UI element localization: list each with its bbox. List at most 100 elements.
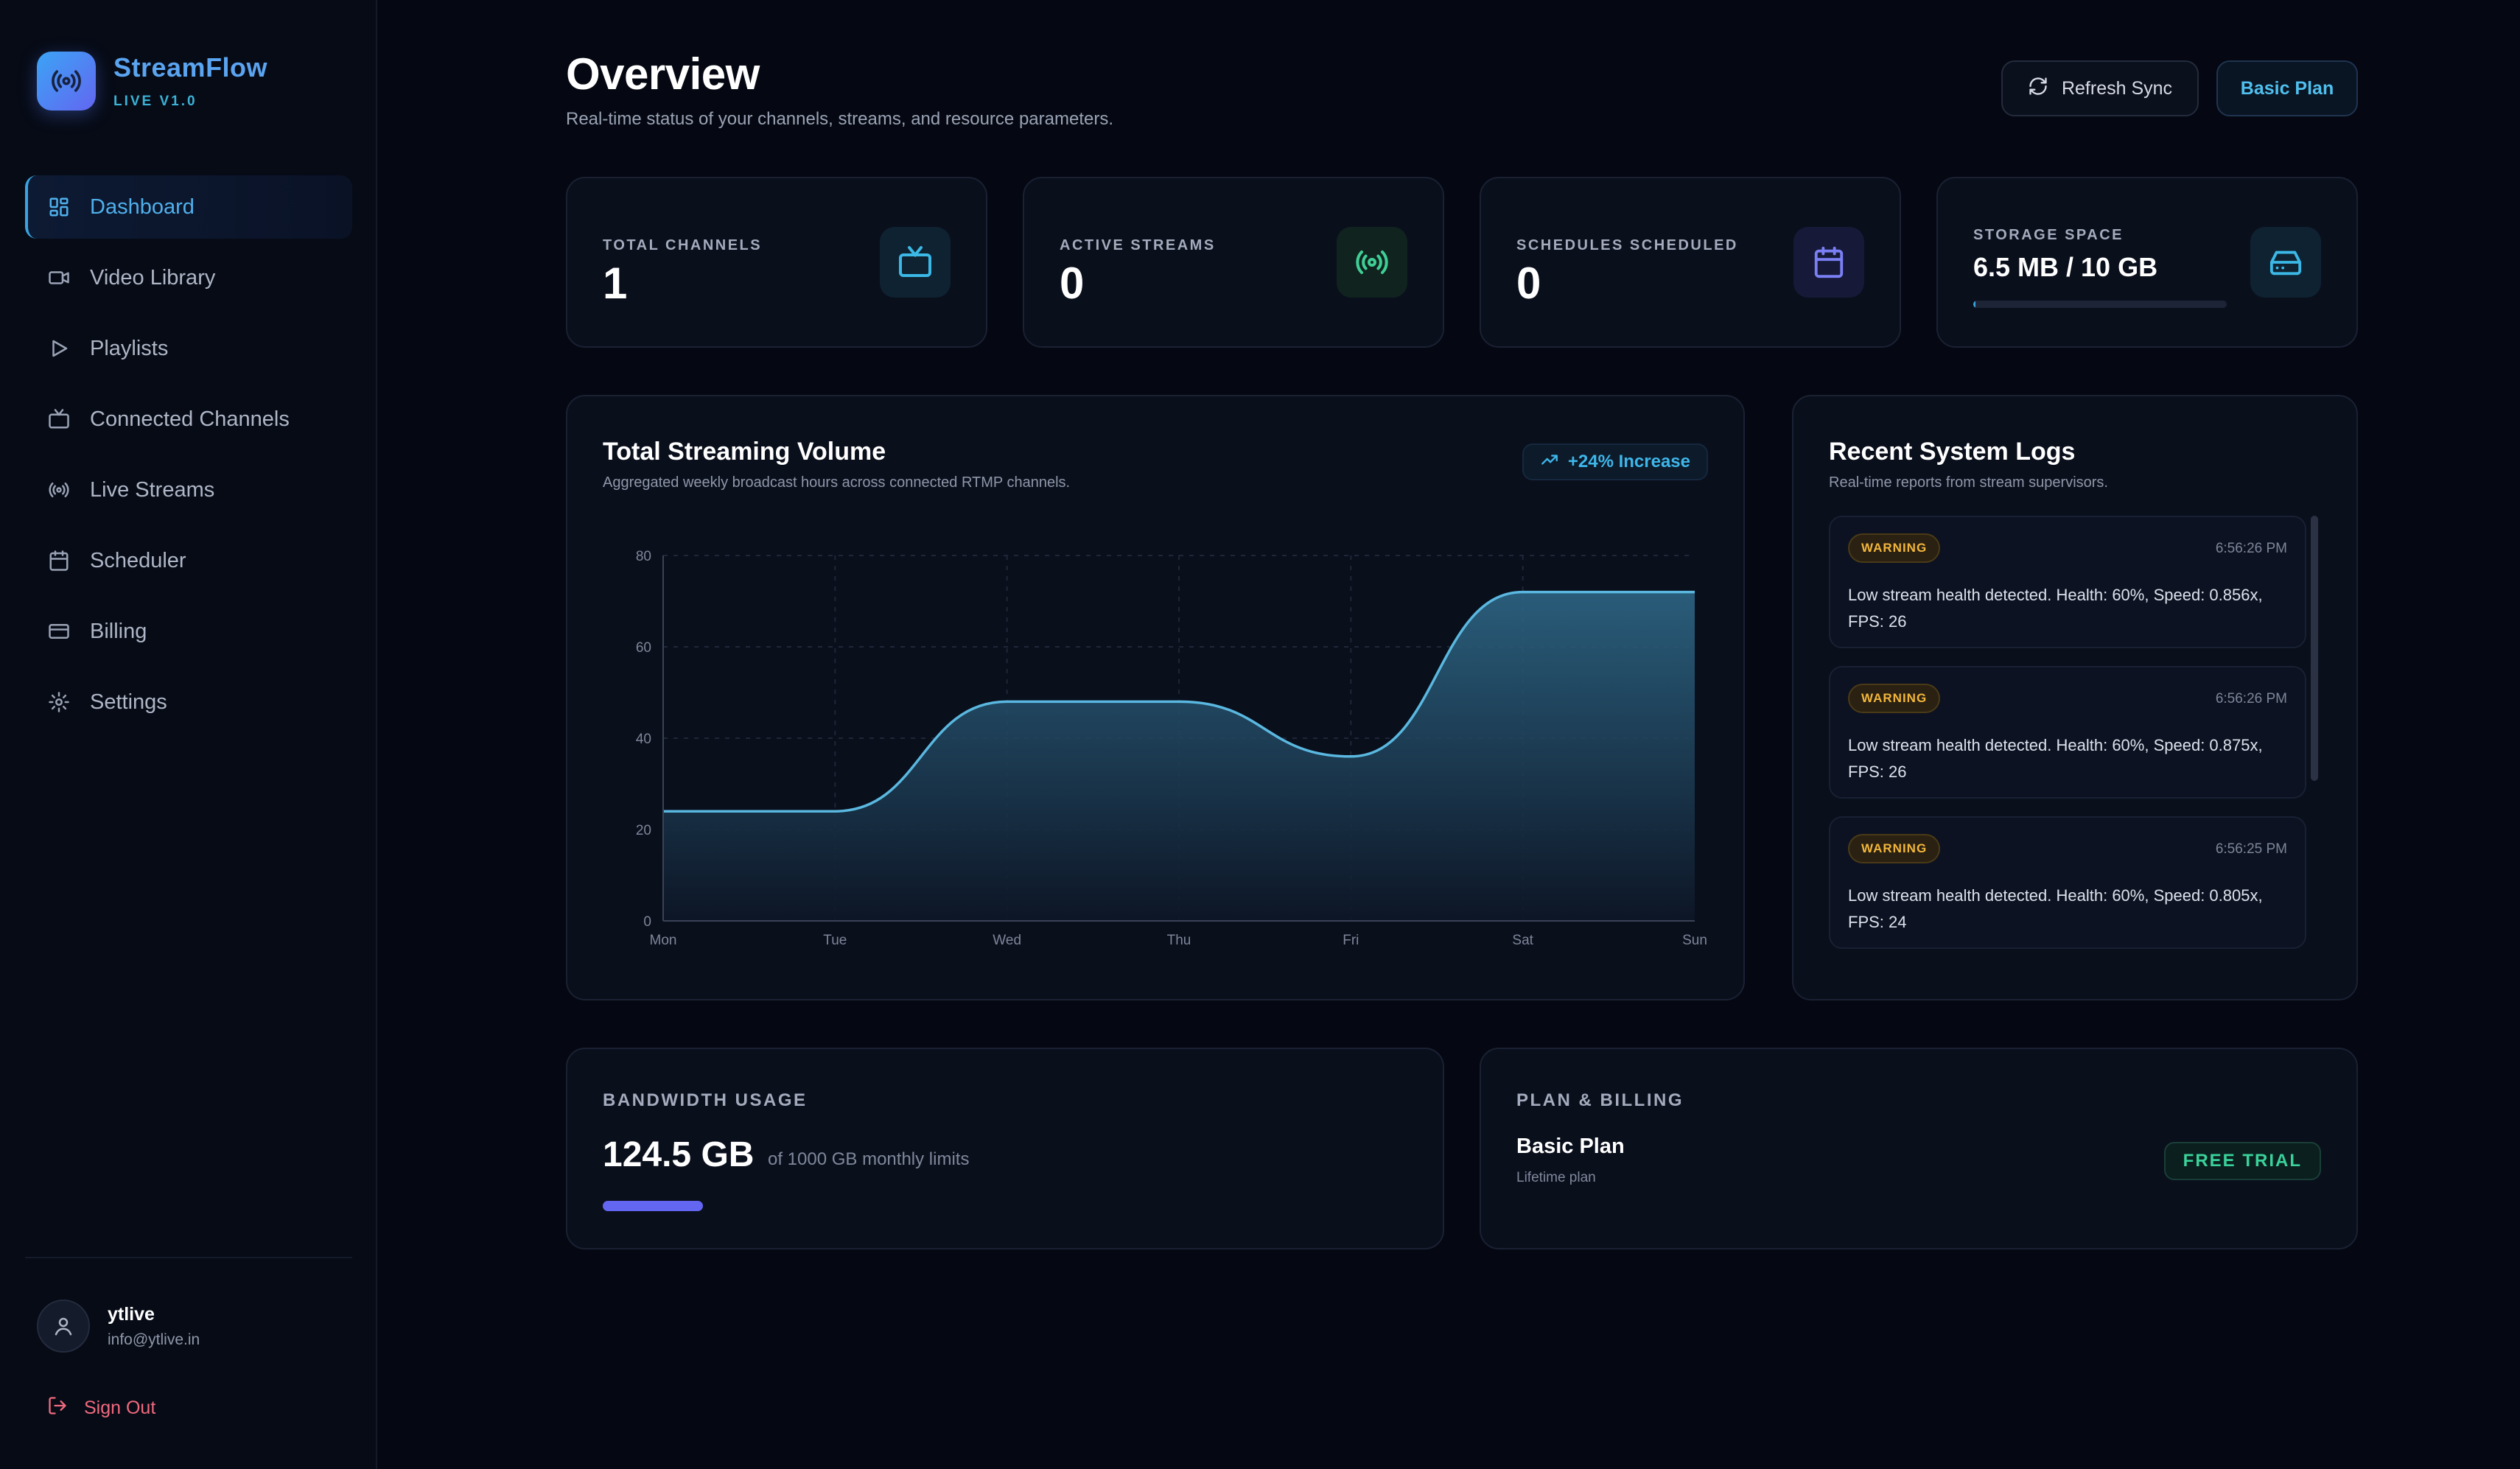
streaming-volume-chart: 0 20 40 60 80 Mon Tue Wed Thu Fri Sat Sun [636, 549, 1707, 948]
sidebar-item-label: Playlists [90, 336, 169, 360]
user-icon [55, 1317, 72, 1336]
bandwidth-label: BANDWIDTH USAGE [603, 1090, 808, 1110]
storage-progress-bar [1973, 301, 2227, 308]
gear-icon [46, 689, 72, 715]
broadcast-icon [37, 52, 96, 111]
x-tick-label: Mon [650, 933, 677, 948]
logs-list[interactable]: WARNING 6:56:26 PM Low stream health det… [1829, 516, 2306, 967]
sidebar-item-settings[interactable]: Settings [25, 670, 352, 734]
refresh-sync-button[interactable]: Refresh Sync [2001, 60, 2199, 116]
streaming-volume-card: Total Streaming Volume Aggregated weekly… [566, 395, 1745, 1000]
stat-label: TOTAL CHANNELS [603, 237, 763, 253]
chart-line [662, 590, 1695, 813]
grid-icon [46, 194, 72, 220]
logs-scrollbar[interactable] [2311, 516, 2318, 781]
sidebar-item-label: Video Library [90, 265, 216, 290]
chart-area [663, 592, 1695, 921]
sidebar-item-label: Settings [90, 690, 167, 714]
warning-badge: WARNING [1848, 834, 1941, 863]
sidebar-item-label: Scheduler [90, 548, 186, 572]
log-entry: WARNING 6:56:26 PM Low stream health det… [1829, 516, 2306, 648]
brand-version: LIVE V1.0 [113, 94, 197, 109]
calendar-icon [46, 547, 72, 574]
x-tick-label: Sat [1512, 933, 1533, 948]
avatar [37, 1300, 90, 1353]
log-entry: WARNING 6:56:26 PM Low stream health det… [1829, 666, 2306, 799]
bandwidth-value: 124.5 GB [603, 1135, 755, 1174]
page-subtitle: Real-time status of your channels, strea… [566, 109, 1113, 129]
page-title: Overview [566, 49, 760, 99]
plan-billing-label: PLAN & BILLING [1516, 1090, 1684, 1110]
stat-card-schedules: SCHEDULES SCHEDULED 0 [1480, 177, 1901, 348]
log-time: 6:56:25 PM [2215, 841, 2287, 857]
x-tick-label: Tue [823, 933, 847, 948]
warning-badge: WARNING [1848, 684, 1941, 713]
stat-value: 0 [1060, 259, 1085, 308]
free-trial-badge: FREE TRIAL [2163, 1142, 2321, 1180]
storage-progress-fill [1973, 301, 1975, 308]
stat-value: 6.5 MB / 10 GB [1973, 252, 2158, 282]
sidebar-item-scheduler[interactable]: Scheduler [25, 529, 352, 592]
system-logs-card: Recent System Logs Real-time reports fro… [1792, 395, 2358, 1000]
sidebar-item-label: Connected Channels [90, 407, 290, 431]
stat-card-active-streams: ACTIVE STREAMS 0 [1023, 177, 1444, 348]
x-tick-label: Sun [1682, 933, 1707, 948]
sidebar-item-live-streams[interactable]: Live Streams [25, 458, 352, 522]
refresh-icon [2028, 76, 2048, 102]
video-icon [46, 264, 72, 291]
sidebar-item-video-library[interactable]: Video Library [25, 246, 352, 309]
logs-subtitle: Real-time reports from stream supervisor… [1829, 474, 2108, 491]
sidebar-item-dashboard[interactable]: Dashboard [25, 175, 352, 239]
chart-title: Total Streaming Volume [603, 438, 886, 466]
hard-drive-icon [2250, 227, 2321, 298]
user-profile[interactable]: ytlive info@ytlive.in [37, 1300, 200, 1353]
log-message: Low stream health detected. Health: 60%,… [1848, 586, 2263, 631]
brand[interactable]: StreamFlow LIVE V1.0 [37, 52, 267, 111]
sign-out-button[interactable]: Sign Out [47, 1395, 155, 1421]
stat-card-total-channels: TOTAL CHANNELS 1 [566, 177, 987, 348]
stat-value: 0 [1516, 259, 1541, 308]
x-tick-label: Wed [993, 933, 1021, 948]
y-tick-label: 20 [636, 823, 651, 838]
user-name: ytlive [108, 1303, 155, 1325]
stat-value: 1 [603, 259, 628, 308]
log-entry: WARNING 6:56:25 PM Low stream health det… [1829, 816, 2306, 949]
broadcast-icon [1337, 227, 1407, 298]
y-tick-label: 0 [643, 914, 651, 930]
bandwidth-progress-fill [603, 1201, 703, 1211]
basic-plan-button[interactable]: Basic Plan [2216, 60, 2358, 116]
bandwidth-progress-bar [603, 1201, 1413, 1211]
basic-plan-label: Basic Plan [2240, 77, 2334, 99]
bandwidth-limit: of 1000 GB monthly limits [768, 1149, 970, 1169]
sidebar-item-billing[interactable]: Billing [25, 600, 352, 663]
plan-subtitle: Lifetime plan [1516, 1170, 1596, 1185]
log-time: 6:56:26 PM [2215, 691, 2287, 707]
credit-card-icon [46, 618, 72, 645]
log-message: Low stream health detected. Health: 60%,… [1848, 736, 2263, 781]
sidebar: StreamFlow LIVE V1.0 Dashboard Video Lib… [0, 0, 377, 1469]
sidebar-item-label: Dashboard [90, 194, 195, 219]
stat-label: ACTIVE STREAMS [1060, 237, 1216, 253]
sidebar-item-label: Live Streams [90, 477, 215, 502]
increase-badge-label: +24% Increase [1567, 452, 1690, 471]
user-email: info@ytlive.in [108, 1330, 200, 1348]
x-tick-label: Fri [1343, 933, 1359, 948]
stat-card-storage: STORAGE SPACE 6.5 MB / 10 GB [1936, 177, 2358, 348]
stat-label: STORAGE SPACE [1973, 227, 2124, 243]
sign-out-label: Sign Out [84, 1398, 156, 1418]
plan-billing-card: PLAN & BILLING Basic Plan Lifetime plan … [1480, 1048, 2358, 1249]
broadcast-icon [46, 477, 72, 503]
plan-name: Basic Plan [1516, 1135, 1625, 1158]
logs-title: Recent System Logs [1829, 438, 2076, 466]
sidebar-item-playlists[interactable]: Playlists [25, 317, 352, 380]
tv-icon [46, 406, 72, 432]
stat-label: SCHEDULES SCHEDULED [1516, 237, 1738, 253]
log-message: Low stream health detected. Health: 60%,… [1848, 886, 2263, 931]
brand-name: StreamFlow [113, 52, 268, 83]
sidebar-divider [25, 1257, 352, 1258]
x-tick-label: Thu [1167, 933, 1191, 948]
play-icon [46, 335, 72, 362]
sidebar-nav: Dashboard Video Library Playlists [25, 175, 352, 741]
increase-badge: +24% Increase [1522, 443, 1708, 480]
sidebar-item-connected-channels[interactable]: Connected Channels [25, 388, 352, 451]
